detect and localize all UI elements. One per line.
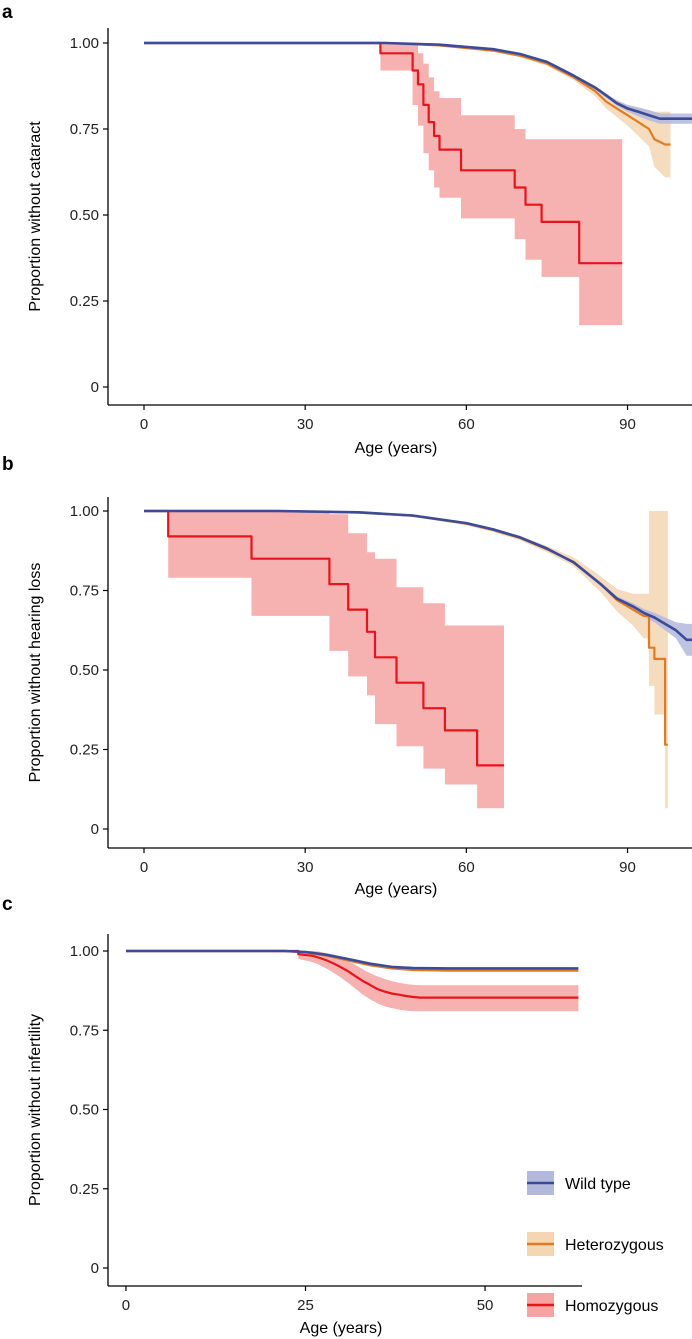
panel-letter-a: a — [2, 2, 13, 23]
x-axis-title: Age (years) — [355, 881, 438, 898]
homozygous-curve — [144, 41, 623, 265]
y-tick-label: 0.50 — [70, 207, 99, 224]
y-tick-label: 1.00 — [70, 943, 99, 960]
homozygous-ci-band — [144, 43, 623, 326]
x-tick-label: 25 — [297, 1297, 314, 1314]
y-tick-label: 0.25 — [70, 742, 99, 759]
x-tick-label: 90 — [619, 859, 636, 876]
x-tick-label: 60 — [458, 859, 475, 876]
y-tick-label: 0.75 — [70, 121, 99, 138]
y-tick-label: 0 — [91, 379, 99, 396]
panel-b: b 0 0.25 0.50 0.75 1.00 0 30 60 90 Age (years) Prop… — [2, 454, 692, 898]
y-tick-label: 0 — [91, 821, 99, 838]
x-tick-label: 30 — [297, 859, 314, 876]
homozygous-ci-band — [144, 511, 504, 809]
wild-type-ci-band — [144, 43, 692, 124]
legend: Wild type Heterozygous Homozygous — [527, 1171, 664, 1317]
homozygous-ci-band — [126, 951, 579, 1012]
x-tick-label: 50 — [477, 1297, 494, 1314]
y-tick-label: 1.00 — [70, 503, 99, 520]
y-tick-label: 0.50 — [70, 662, 99, 679]
legend-label: Heterozygous — [565, 1237, 664, 1254]
plot-area-c — [126, 949, 579, 1012]
legend-label: Wild type — [565, 1176, 631, 1193]
homozygous-curve — [126, 949, 579, 999]
x-tick-label: 0 — [140, 859, 148, 876]
panel-c: c 0 0.25 0.50 0.75 1.00 0 25 50 Age (years) Propor… — [2, 894, 664, 1337]
x-tick-label: 30 — [297, 416, 314, 433]
y-tick-label: 0.75 — [70, 1022, 99, 1039]
wild-type-curve — [144, 509, 692, 642]
y-tick-label: 0.25 — [70, 1181, 99, 1198]
y-axis-title: Proportion without cataract — [27, 121, 44, 312]
y-tick-label: 0.75 — [70, 583, 99, 600]
wild-type-curve — [144, 41, 692, 120]
x-axis-title: Age (years) — [355, 440, 438, 457]
y-tick-label: 0 — [91, 1260, 99, 1277]
y-tick-label: 0.50 — [70, 1102, 99, 1119]
y-tick-label: 0.25 — [70, 293, 99, 310]
legend-label: Homozygous — [565, 1298, 658, 1315]
x-tick-label: 0 — [122, 1297, 130, 1314]
wild-type-curve — [126, 949, 579, 970]
panel-a: a 0 0.25 0.50 0.75 1.00 0 30 60 90 Age (years) Prop… — [2, 2, 692, 457]
homozygous-curve — [144, 509, 504, 767]
panel-letter-b: b — [2, 454, 14, 475]
y-axis-title: Proportion without infertility — [27, 1014, 44, 1206]
y-tick-label: 1.00 — [70, 35, 99, 52]
x-tick-label: 90 — [619, 416, 636, 433]
x-tick-label: 60 — [458, 416, 475, 433]
plot-area-b — [144, 509, 692, 809]
plot-area-a — [144, 41, 692, 326]
panel-letter-c: c — [2, 894, 13, 915]
x-axis-title: Age (years) — [300, 1320, 383, 1337]
x-tick-label: 0 — [140, 416, 148, 433]
y-axis-title: Proportion without hearing loss — [27, 563, 44, 783]
